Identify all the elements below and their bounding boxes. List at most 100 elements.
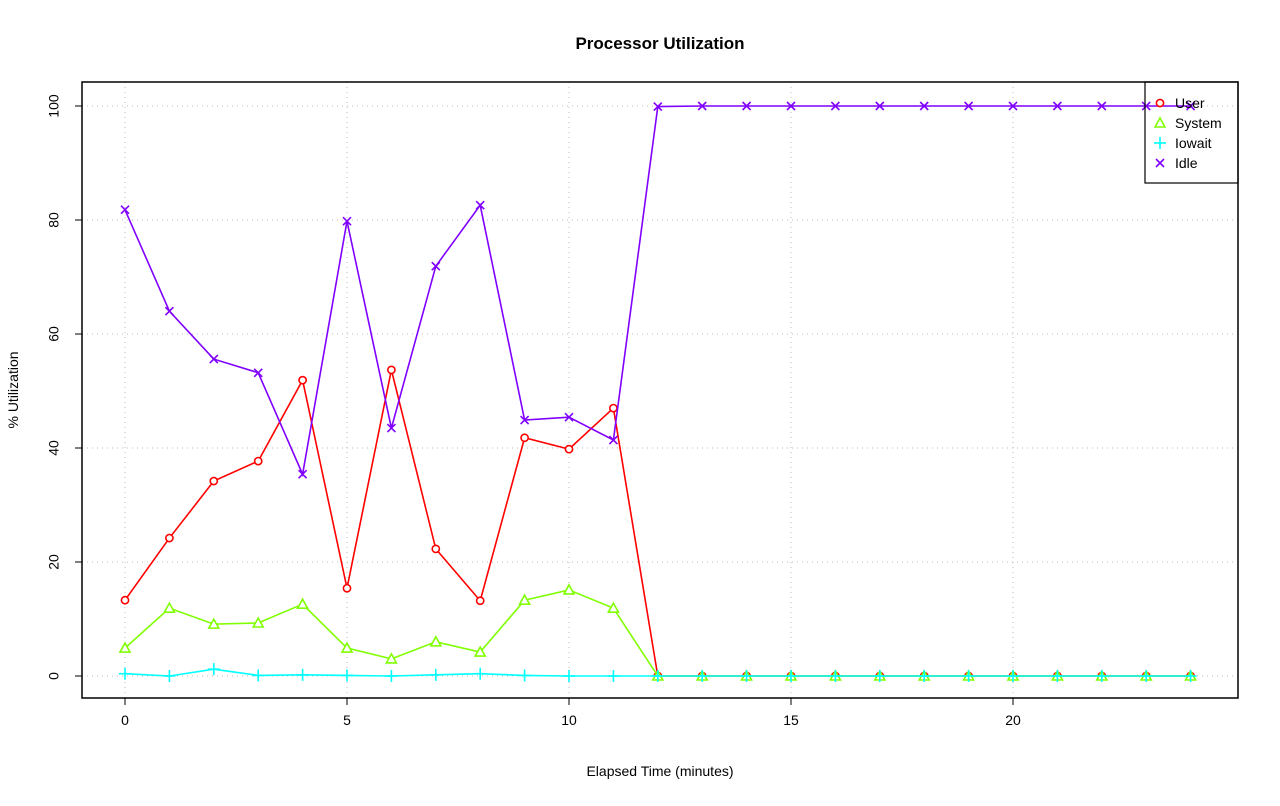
system-point bbox=[385, 652, 398, 664]
idle-point bbox=[1008, 101, 1018, 111]
iowait-point bbox=[341, 669, 353, 682]
series-system bbox=[118, 583, 1197, 681]
idle-point bbox=[608, 435, 618, 445]
legend-iowait-label: Iowait bbox=[1175, 135, 1212, 151]
circle-marker bbox=[120, 595, 130, 605]
cross-marker-b bbox=[520, 415, 530, 425]
idle-point bbox=[209, 354, 219, 364]
cross-marker-b bbox=[431, 261, 441, 271]
triangle-marker bbox=[607, 601, 620, 613]
circle-marker bbox=[386, 365, 396, 375]
circle-marker bbox=[431, 544, 441, 554]
iowait-point bbox=[696, 670, 709, 682]
legend-system-label: System bbox=[1175, 115, 1222, 131]
user-point bbox=[253, 456, 263, 466]
system-point bbox=[118, 641, 132, 653]
triangle-marker bbox=[1153, 116, 1167, 128]
user-point bbox=[386, 365, 396, 375]
idle-point bbox=[964, 101, 974, 111]
cross-marker-b bbox=[1097, 101, 1107, 111]
cross-marker-b bbox=[1008, 101, 1018, 111]
cross-marker-b bbox=[875, 101, 885, 111]
idle-point bbox=[875, 101, 885, 111]
cross-marker-b bbox=[608, 435, 618, 445]
idle-line bbox=[124, 105, 1191, 477]
series-group bbox=[118, 101, 1197, 682]
cross-marker-b bbox=[1186, 101, 1196, 111]
cross-marker-b bbox=[1155, 158, 1165, 168]
idle-point bbox=[386, 423, 396, 433]
series-iowait bbox=[119, 663, 1197, 682]
legend-idle-label: Idle bbox=[1175, 155, 1198, 171]
idle-point bbox=[653, 102, 663, 112]
legend-user-icon bbox=[1155, 98, 1165, 108]
circle-marker bbox=[1155, 98, 1165, 108]
system-point bbox=[562, 583, 576, 595]
x-tick-label: 5 bbox=[343, 712, 351, 728]
iowait-point bbox=[1095, 670, 1108, 682]
cross-marker-b bbox=[964, 101, 974, 111]
iowait-point bbox=[296, 668, 309, 681]
system-point bbox=[163, 601, 176, 613]
iowait-point bbox=[829, 670, 842, 682]
iowait-point bbox=[1140, 670, 1153, 682]
legend-idle-icon bbox=[1155, 158, 1165, 168]
iowait-point bbox=[873, 670, 886, 682]
triangle-marker bbox=[207, 617, 221, 629]
iowait-point bbox=[163, 670, 176, 682]
system-point bbox=[296, 597, 309, 609]
triangle-marker bbox=[518, 593, 531, 605]
cross-marker-b bbox=[386, 423, 396, 433]
cross-marker-b bbox=[697, 101, 707, 111]
idle-point bbox=[1186, 101, 1196, 111]
cross-marker-b bbox=[786, 101, 796, 111]
system-point bbox=[207, 617, 221, 629]
iowait-point bbox=[607, 670, 620, 682]
circle-marker bbox=[342, 583, 352, 593]
iowait-point bbox=[740, 670, 753, 682]
iowait-point bbox=[785, 670, 797, 682]
iowait-point bbox=[518, 669, 531, 682]
user-point bbox=[564, 444, 574, 454]
circle-marker bbox=[209, 476, 219, 486]
user-point bbox=[342, 583, 352, 593]
chart-title: Processor Utilization bbox=[575, 34, 744, 53]
circle-marker bbox=[253, 456, 263, 466]
iowait-point bbox=[918, 670, 931, 682]
user-line bbox=[124, 369, 1191, 677]
iowait-point bbox=[252, 669, 265, 682]
idle-point bbox=[1052, 101, 1062, 111]
cross-marker-b bbox=[1052, 101, 1062, 111]
system-point bbox=[473, 645, 487, 657]
user-point bbox=[475, 596, 485, 606]
user-point bbox=[209, 476, 219, 486]
y-tick-label: 100 bbox=[46, 94, 62, 118]
iowait-point bbox=[1184, 670, 1197, 682]
user-point bbox=[520, 433, 529, 443]
cross-marker-b bbox=[209, 354, 219, 364]
cross-marker-b bbox=[342, 216, 352, 226]
user-point bbox=[120, 595, 130, 605]
iowait-point bbox=[429, 668, 442, 681]
x-tick-label: 15 bbox=[783, 712, 799, 728]
y-axis-label: % Utilization bbox=[5, 351, 21, 428]
y-tick-label: 20 bbox=[46, 554, 62, 570]
cross-marker-b bbox=[298, 469, 308, 479]
triangle-marker bbox=[163, 601, 176, 613]
triangle-marker bbox=[562, 583, 576, 595]
idle-point bbox=[120, 205, 130, 215]
legend: User System Iowait Idle bbox=[1144, 81, 1239, 184]
system-point bbox=[340, 641, 354, 653]
series-idle bbox=[120, 101, 1196, 479]
iowait-point bbox=[651, 670, 664, 682]
iowait-point bbox=[1051, 670, 1064, 682]
plot-frame bbox=[81, 81, 1239, 699]
idle-point bbox=[342, 216, 352, 226]
iowait-point bbox=[207, 663, 220, 676]
y-tick-label: 80 bbox=[46, 212, 62, 228]
idle-point bbox=[742, 101, 752, 111]
cross-marker-b bbox=[742, 101, 752, 111]
idle-point bbox=[786, 101, 796, 111]
user-point bbox=[609, 403, 618, 413]
triangle-marker bbox=[340, 641, 354, 653]
